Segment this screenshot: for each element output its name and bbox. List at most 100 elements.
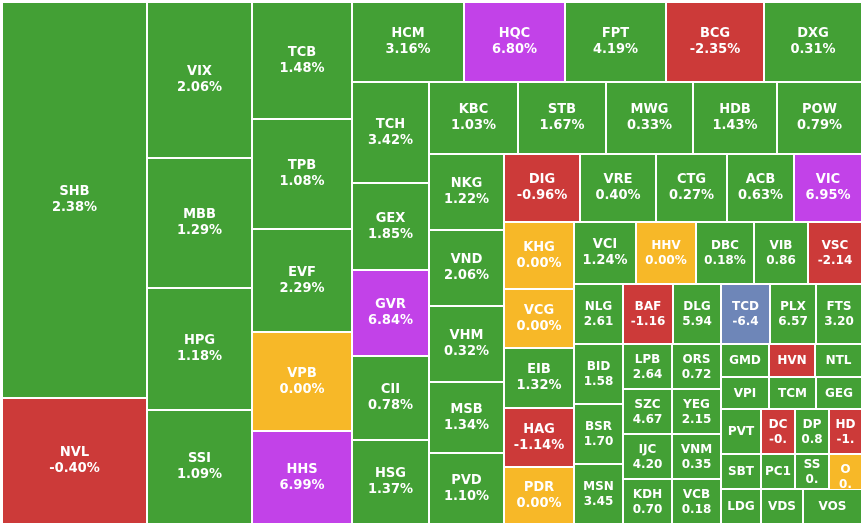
- tile-dbc[interactable]: DBC 0.18%: [696, 222, 754, 284]
- tile-bcg[interactable]: BCG -2.35%: [666, 2, 764, 82]
- tile-change: -1.: [836, 431, 855, 446]
- tile-tcd[interactable]: TCD -6.4: [721, 284, 770, 344]
- tile-pow[interactable]: POW 0.79%: [777, 82, 862, 154]
- tile-bsr[interactable]: BSR 1.70: [574, 404, 623, 464]
- tile-cii[interactable]: CII 0.78%: [352, 356, 429, 440]
- tile-khg[interactable]: KHG 0.00%: [504, 222, 574, 289]
- tile-hvn[interactable]: HVN: [769, 344, 815, 377]
- tile-vci[interactable]: VCI 1.24%: [574, 222, 636, 284]
- tile-vic[interactable]: VIC 6.95%: [794, 154, 862, 222]
- tile-change: -2.35%: [689, 42, 741, 57]
- tile-vcb[interactable]: VCB 0.18: [672, 479, 721, 524]
- tile-change: -0.96%: [516, 188, 568, 203]
- tile-ctg[interactable]: CTG 0.27%: [656, 154, 727, 222]
- tile-hcm[interactable]: HCM 3.16%: [352, 2, 464, 82]
- tile-symbol: CII: [380, 382, 401, 397]
- tile-evf[interactable]: EVF 2.29%: [252, 229, 352, 332]
- tile-gex[interactable]: GEX 1.85%: [352, 183, 429, 270]
- tile-vpb[interactable]: VPB 0.00%: [252, 332, 352, 431]
- tile-vre[interactable]: VRE 0.40%: [580, 154, 656, 222]
- tile-tch[interactable]: TCH 3.42%: [352, 82, 429, 183]
- tile-kdh[interactable]: KDH 0.70: [623, 479, 672, 524]
- tile-change: 0.18%: [704, 253, 746, 267]
- tile-pc1[interactable]: PC1: [761, 454, 795, 489]
- tile-dlg[interactable]: DLG 5.94: [673, 284, 721, 344]
- tile-pvt[interactable]: PVT: [721, 409, 761, 454]
- tile-symbol: VCB: [682, 486, 711, 501]
- tile-vcg[interactable]: VCG 0.00%: [504, 289, 574, 348]
- tile-stb[interactable]: STB 1.67%: [518, 82, 606, 154]
- tile-hhs[interactable]: HHS 6.99%: [252, 431, 352, 524]
- tile-tcm[interactable]: TCM: [769, 377, 816, 409]
- tile-hqc[interactable]: HQC 6.80%: [464, 2, 565, 82]
- tile-change: 2.61: [583, 314, 614, 328]
- tile-baf[interactable]: BAF -1.16: [623, 284, 673, 344]
- tile-symbol: TCD: [732, 299, 759, 313]
- tile-symbol: KHG: [523, 239, 555, 255]
- tile-dig[interactable]: DIG -0.96%: [504, 154, 580, 222]
- tile-symbol: GMD: [729, 353, 761, 367]
- tile-change: 0.40%: [595, 188, 641, 203]
- tile-geg[interactable]: GEG: [816, 377, 862, 409]
- tile-change: 6.84%: [367, 313, 414, 328]
- tile-change: 0.00%: [279, 381, 325, 397]
- tile-hdb[interactable]: HDB 1.43%: [693, 82, 777, 154]
- tile-vnd[interactable]: VND 2.06%: [429, 230, 504, 306]
- tile-acb[interactable]: ACB 0.63%: [727, 154, 794, 222]
- tile-dc[interactable]: DC -0.: [761, 409, 795, 454]
- tile-mwg[interactable]: MWG 0.33%: [606, 82, 693, 154]
- tile-ldg[interactable]: LDG: [721, 489, 761, 524]
- tile-vpi[interactable]: VPI: [721, 377, 769, 409]
- tile-sbt[interactable]: SBT: [721, 454, 761, 489]
- tile-gmd[interactable]: GMD: [721, 344, 769, 377]
- tile-dxg[interactable]: DXG 0.31%: [764, 2, 862, 82]
- tile-symbol: SS: [803, 456, 821, 471]
- tile-ors[interactable]: ORS 0.72: [672, 344, 721, 389]
- tile-szc[interactable]: SZC 4.67: [623, 389, 672, 434]
- tile-gvr[interactable]: GVR 6.84%: [352, 270, 429, 356]
- tile-bid[interactable]: BID 1.58: [574, 344, 623, 404]
- tile-hag[interactable]: HAG -1.14%: [504, 408, 574, 467]
- tile-hsg[interactable]: HSG 1.37%: [352, 440, 429, 524]
- tile-change: 1.22%: [443, 192, 490, 207]
- tile-ijc[interactable]: IJC 4.20: [623, 434, 672, 479]
- tile-tpb[interactable]: TPB 1.08%: [252, 119, 352, 229]
- tile-vds[interactable]: VDS: [761, 489, 803, 524]
- tile-vix[interactable]: VIX 2.06%: [147, 2, 252, 158]
- tile-mbb[interactable]: MBB 1.29%: [147, 158, 252, 288]
- tile-eib[interactable]: EIB 1.32%: [504, 348, 574, 408]
- tile-ss[interactable]: SS 0.: [795, 454, 829, 489]
- tile-kbc[interactable]: KBC 1.03%: [429, 82, 518, 154]
- tile-fts[interactable]: FTS 3.20: [816, 284, 862, 344]
- tile-vnm[interactable]: VNM 0.35: [672, 434, 721, 479]
- tile-change: 0.70: [632, 501, 663, 516]
- tile-ssi[interactable]: SSI 1.09%: [147, 410, 252, 524]
- tile-dp[interactable]: DP 0.8: [795, 409, 829, 454]
- tile-yeg[interactable]: YEG 2.15: [672, 389, 721, 434]
- tile-symbol: EVF: [288, 264, 316, 280]
- tile-vsc[interactable]: VSC -2.14: [808, 222, 862, 284]
- tile-vos[interactable]: VOS: [803, 489, 862, 524]
- tile-vib[interactable]: VIB 0.86: [754, 222, 808, 284]
- tile-symbol: VSC: [821, 238, 849, 252]
- tile-msn[interactable]: MSN 3.45: [574, 464, 623, 524]
- tile-change: 0.00%: [516, 255, 562, 271]
- tile-fpt[interactable]: FPT 4.19%: [565, 2, 666, 82]
- tile-shb[interactable]: SHB 2.38%: [2, 2, 147, 398]
- tile-nkg[interactable]: NKG 1.22%: [429, 154, 504, 230]
- tile-hhv[interactable]: HHV 0.00%: [636, 222, 696, 284]
- tile-change: 1.32%: [516, 378, 562, 393]
- tile-pvd[interactable]: PVD 1.10%: [429, 453, 504, 524]
- tile-tcb[interactable]: TCB 1.48%: [252, 2, 352, 119]
- tile-pdr[interactable]: PDR 0.00%: [504, 467, 574, 524]
- tile-vhm[interactable]: VHM 0.32%: [429, 306, 504, 382]
- tile-lpb[interactable]: LPB 2.64: [623, 344, 672, 389]
- tile-ntl[interactable]: NTL: [815, 344, 862, 377]
- tile-hd[interactable]: HD -1.: [829, 409, 862, 454]
- tile-nvl[interactable]: NVL -0.40%: [2, 398, 147, 524]
- tile-plx[interactable]: PLX 6.57: [770, 284, 816, 344]
- tile-msb[interactable]: MSB 1.34%: [429, 382, 504, 453]
- tile-nlg[interactable]: NLG 2.61: [574, 284, 623, 344]
- tile-hpg[interactable]: HPG 1.18%: [147, 288, 252, 410]
- tile-symbol: VCG: [523, 302, 555, 318]
